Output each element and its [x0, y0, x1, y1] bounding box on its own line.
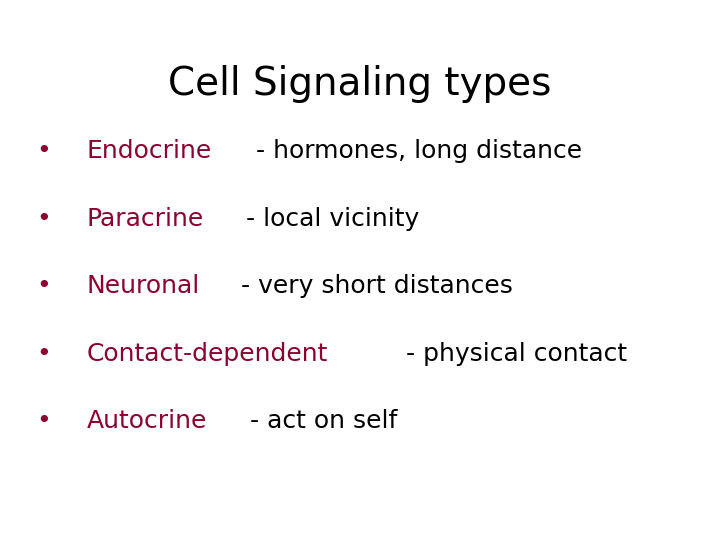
- Text: •: •: [36, 274, 50, 298]
- Text: - very short distances: - very short distances: [233, 274, 513, 298]
- Text: Endocrine: Endocrine: [86, 139, 212, 163]
- Text: - hormones, long distance: - hormones, long distance: [248, 139, 582, 163]
- Text: Paracrine: Paracrine: [86, 207, 204, 231]
- Text: Cell Signaling types: Cell Signaling types: [168, 65, 552, 103]
- Text: •: •: [36, 207, 50, 231]
- Text: •: •: [36, 139, 50, 163]
- Text: Autocrine: Autocrine: [86, 409, 207, 433]
- Text: - act on self: - act on self: [242, 409, 397, 433]
- Text: Contact-dependent: Contact-dependent: [86, 342, 328, 366]
- Text: •: •: [36, 409, 50, 433]
- Text: - local vicinity: - local vicinity: [238, 207, 419, 231]
- Text: •: •: [36, 342, 50, 366]
- Text: Neuronal: Neuronal: [86, 274, 199, 298]
- Text: - physical contact: - physical contact: [398, 342, 627, 366]
